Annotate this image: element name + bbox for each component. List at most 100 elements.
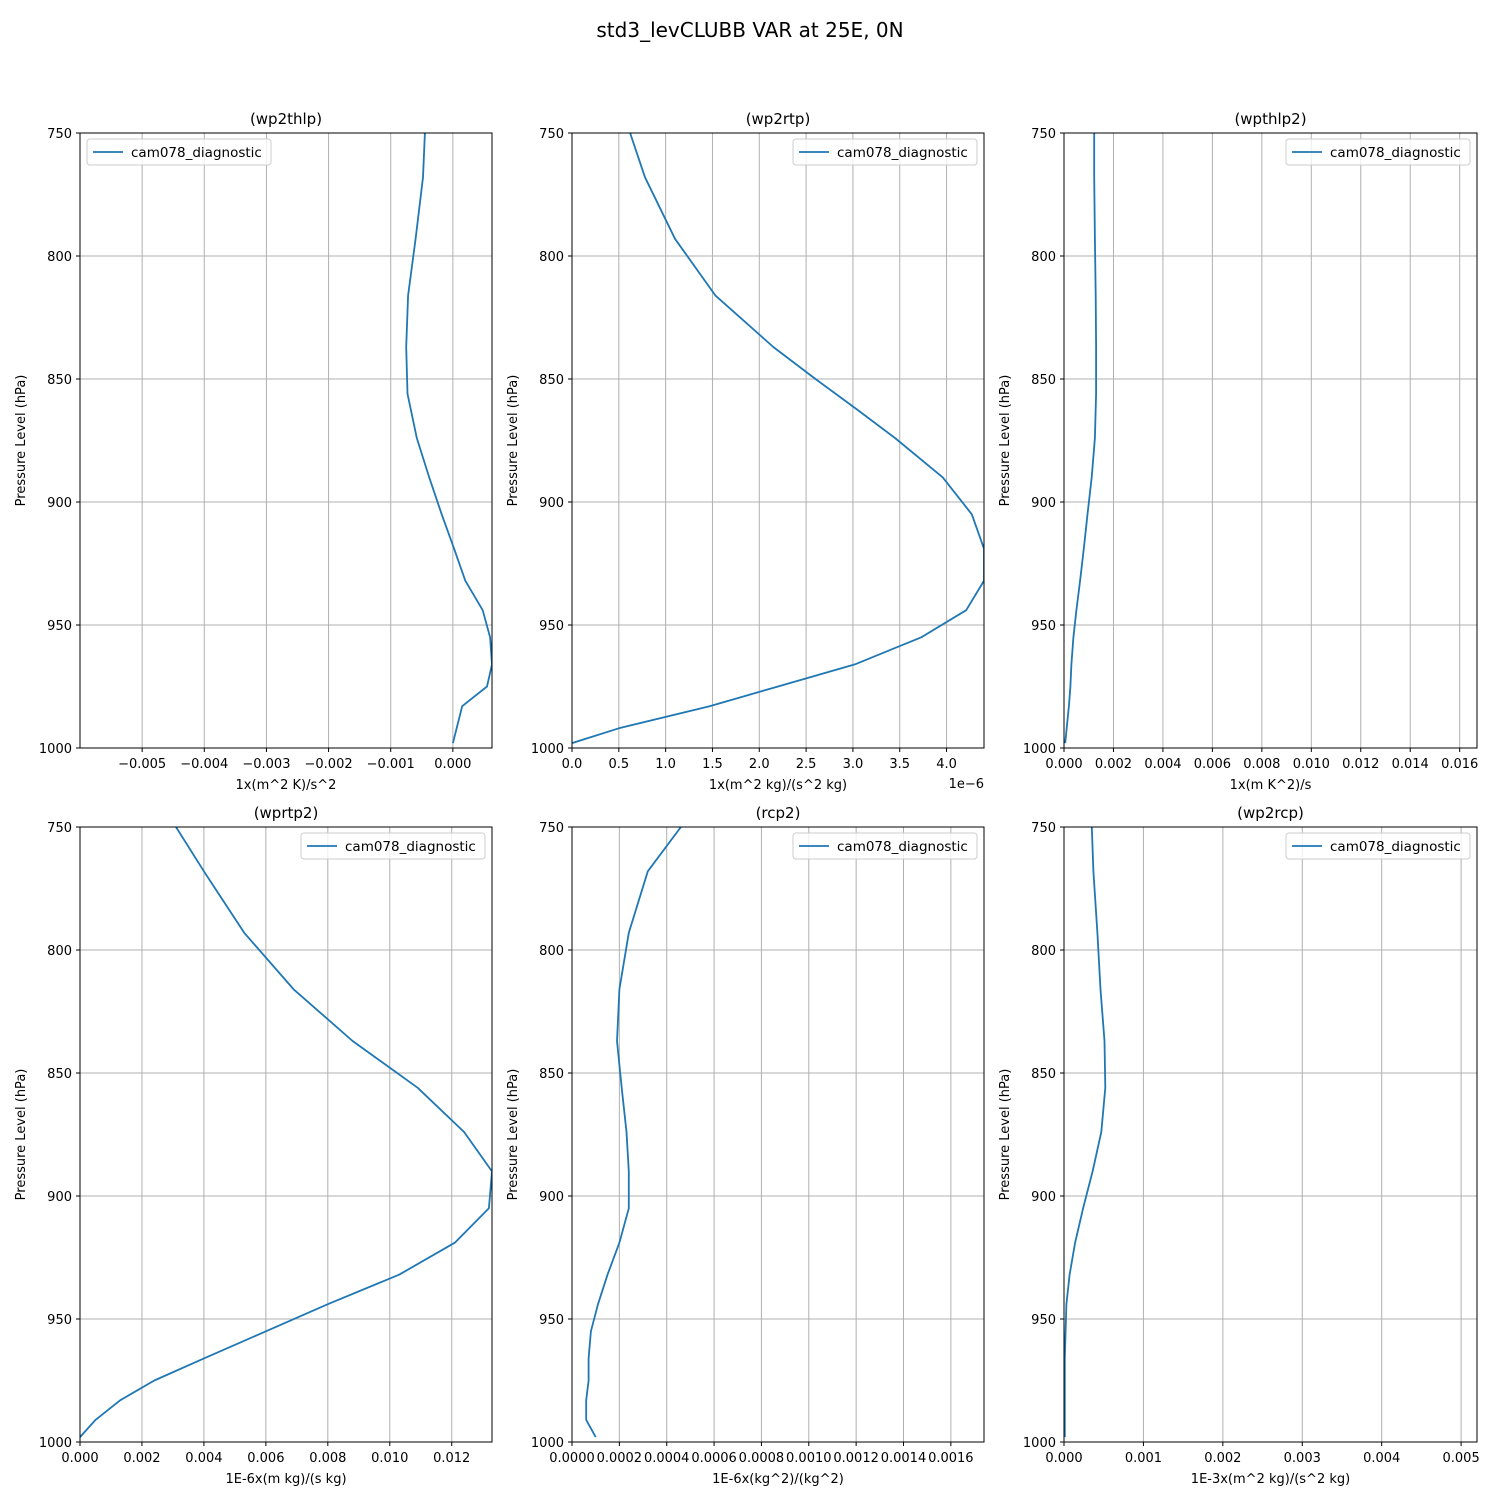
legend: cam078_diagnostic bbox=[86, 138, 272, 166]
legend-label: cam078_diagnostic bbox=[1330, 145, 1461, 161]
y-tick-label: 800 bbox=[47, 944, 72, 959]
y-tick-label: 900 bbox=[539, 1190, 564, 1205]
x-tick-label: 0.006 bbox=[1194, 757, 1231, 772]
subplot-3: 0.000 0.002 0.004 0.006 0.008 0.010 0.012 0.014… bbox=[998, 110, 1478, 793]
x-tick-label: 0.0016 bbox=[928, 1451, 974, 1466]
subplot-title: (wprtp2) bbox=[254, 804, 319, 822]
y-tick-label: 1000 bbox=[531, 1436, 564, 1451]
x-tick-label: 0.0014 bbox=[881, 1451, 927, 1466]
x-tick-label: 0.0012 bbox=[833, 1451, 879, 1466]
x-tick-label: 0.012 bbox=[1342, 757, 1379, 772]
x-axis-label: 1E-6x(m kg)/(s kg) bbox=[225, 1472, 346, 1487]
y-tick-label: 1000 bbox=[1023, 742, 1056, 757]
y-tick-label: 850 bbox=[539, 1067, 564, 1082]
x-tick-label: 0.012 bbox=[433, 1451, 470, 1466]
plot-area bbox=[572, 827, 984, 1442]
subplot-title: (wp2thlp) bbox=[250, 110, 322, 128]
y-tick-label: 900 bbox=[47, 1190, 72, 1205]
y-tick-label: 850 bbox=[47, 1067, 72, 1082]
subplot-title: (wp2rcp) bbox=[1237, 804, 1304, 822]
y-tick-label: 800 bbox=[47, 250, 72, 265]
x-tick-label: 0.0008 bbox=[739, 1451, 785, 1466]
plot-area bbox=[1064, 133, 1477, 748]
y-axis-label: Pressure Level (hPa) bbox=[14, 375, 29, 507]
legend-box bbox=[86, 138, 272, 166]
y-tick-label: 950 bbox=[539, 1313, 564, 1328]
x-tick-label: 0.001 bbox=[1125, 1451, 1162, 1466]
x-tick-label: 0.0006 bbox=[691, 1451, 737, 1466]
subplot-grid: −0.005 −0.004 −0.003 −0.002 −0.001 0.000 750 80… bbox=[14, 110, 1480, 1487]
legend-box bbox=[1285, 138, 1471, 166]
y-tick-label: 950 bbox=[47, 619, 72, 634]
y-tick-label: 850 bbox=[47, 373, 72, 388]
subplot-6: 0.000 0.001 0.002 0.003 0.004 0.005 750 800 850 9… bbox=[998, 804, 1480, 1487]
y-tick-label: 900 bbox=[1031, 496, 1056, 511]
axes-frame bbox=[1063, 826, 1478, 1443]
subplot-5: 0.0000 0.0002 0.0004 0.0006 0.0008 0.0010 0.00… bbox=[506, 804, 985, 1487]
x-tick-label: 0.0002 bbox=[597, 1451, 643, 1466]
x-tick-label: −0.001 bbox=[367, 757, 415, 772]
x-tick-label: 0.006 bbox=[247, 1451, 284, 1466]
x-tick-label: 0.000 bbox=[434, 757, 471, 772]
x-tick-label: 0.004 bbox=[185, 1451, 222, 1466]
y-tick-label: 950 bbox=[47, 1313, 72, 1328]
x-tick-label: −0.004 bbox=[180, 757, 228, 772]
legend-label: cam078_diagnostic bbox=[837, 145, 968, 161]
y-tick-label: 750 bbox=[47, 127, 72, 142]
x-tick-label: 0.010 bbox=[1293, 757, 1330, 772]
axes-frame bbox=[571, 826, 985, 1443]
legend: cam078_diagnostic bbox=[792, 138, 978, 166]
y-tick-label: 750 bbox=[1031, 821, 1056, 836]
legend-box bbox=[1285, 832, 1471, 860]
y-axis-label: Pressure Level (hPa) bbox=[14, 1069, 29, 1201]
x-tick-label: 0.000 bbox=[1045, 757, 1082, 772]
y-tick-label: 950 bbox=[1031, 1313, 1056, 1328]
x-tick-label: 0.004 bbox=[1144, 757, 1181, 772]
legend: cam078_diagnostic bbox=[1285, 832, 1471, 860]
x-tick-label: 0.016 bbox=[1441, 757, 1478, 772]
x-tick-label: 0.0 bbox=[562, 757, 583, 772]
x-tick-label: 1.0 bbox=[655, 757, 676, 772]
y-tick-label: 800 bbox=[539, 944, 564, 959]
legend-label: cam078_diagnostic bbox=[1330, 839, 1461, 855]
x-tick-label: 0.002 bbox=[1204, 1451, 1241, 1466]
x-tick-label: 0.014 bbox=[1392, 757, 1429, 772]
x-tick-label: 0.010 bbox=[371, 1451, 408, 1466]
y-tick-label: 800 bbox=[1031, 944, 1056, 959]
x-tick-label: 0.002 bbox=[1095, 757, 1132, 772]
y-tick-label: 850 bbox=[1031, 373, 1056, 388]
plot-area bbox=[572, 133, 984, 748]
subplot-title: (wp2rtp) bbox=[746, 110, 811, 128]
x-tick-label: 0.003 bbox=[1284, 1451, 1321, 1466]
y-tick-label: 950 bbox=[539, 619, 564, 634]
plot-area bbox=[1064, 827, 1477, 1442]
plot-area bbox=[80, 133, 492, 748]
legend-label: cam078_diagnostic bbox=[837, 839, 968, 855]
y-tick-label: 750 bbox=[539, 821, 564, 836]
x-tick-label: 0.5 bbox=[608, 757, 629, 772]
y-tick-label: 900 bbox=[1031, 1190, 1056, 1205]
legend-box bbox=[792, 138, 978, 166]
x-tick-label: 2.5 bbox=[796, 757, 817, 772]
series-line bbox=[1064, 827, 1107, 1438]
legend: cam078_diagnostic bbox=[792, 832, 978, 860]
series-line bbox=[80, 827, 492, 1438]
axes-frame bbox=[79, 826, 493, 1443]
series-line bbox=[405, 133, 492, 744]
x-axis-label: 1x(m K^2)/s bbox=[1230, 778, 1312, 793]
x-tick-label: −0.003 bbox=[242, 757, 290, 772]
y-tick-label: 750 bbox=[539, 127, 564, 142]
x-tick-label: 0.002 bbox=[123, 1451, 160, 1466]
x-tick-label: 3.0 bbox=[843, 757, 864, 772]
legend-box bbox=[792, 832, 978, 860]
subplot-1: −0.005 −0.004 −0.003 −0.002 −0.001 0.000 750 80… bbox=[14, 110, 493, 793]
x-tick-label: 0.000 bbox=[1045, 1451, 1082, 1466]
plot-area bbox=[80, 827, 492, 1442]
subplot-title: (rcp2) bbox=[756, 804, 801, 822]
x-tick-label: 0.0010 bbox=[786, 1451, 832, 1466]
x-axis-label: 1x(m^2 kg)/(s^2 kg) bbox=[709, 778, 847, 793]
y-tick-label: 850 bbox=[539, 373, 564, 388]
y-axis-label: Pressure Level (hPa) bbox=[998, 1069, 1013, 1201]
subplot-title: (wpthlp2) bbox=[1234, 110, 1306, 128]
